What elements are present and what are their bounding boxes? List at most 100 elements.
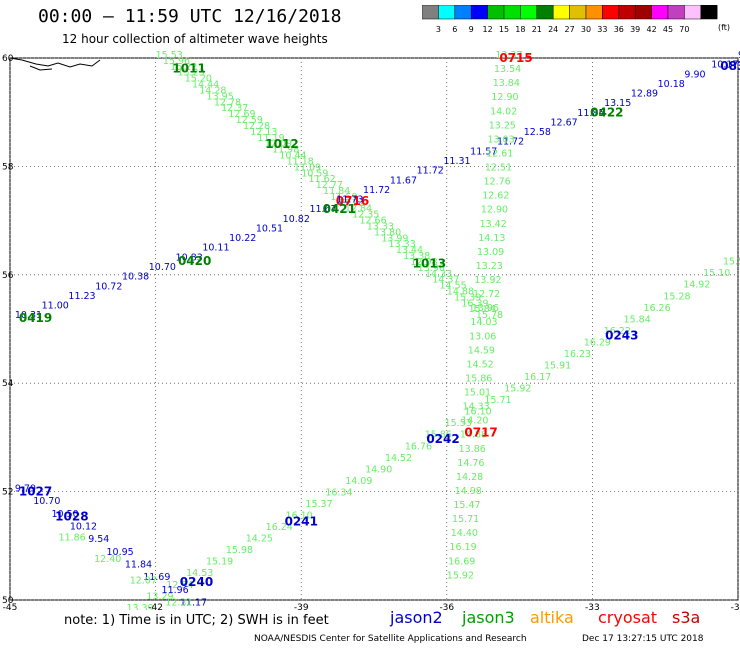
- wave-height-value: 10.70: [149, 262, 176, 273]
- wave-height-value: 15.10: [703, 268, 730, 279]
- wave-height-value: 10.38: [122, 272, 149, 283]
- wave-height-value: 15.96: [163, 56, 190, 67]
- pass-time-label: 0240: [180, 575, 213, 589]
- pass-time-label: 0243: [605, 328, 638, 342]
- wave-height-value: 12.90: [491, 92, 518, 103]
- wave-height-value: 13.80: [374, 227, 401, 238]
- color-scale-bar: 3 6 9 12 15 18 21 24 27 30 33 36 39 42 45 70: [422, 5, 718, 34]
- color-scale-label: 15: [499, 25, 509, 34]
- wave-height-value: 13.37: [495, 50, 522, 61]
- wave-height-value: 11.00: [42, 301, 69, 312]
- wave-height-value: 12.51: [485, 163, 512, 174]
- wave-height-value: 13.42: [480, 219, 507, 230]
- wave-height-value: 15.58: [723, 257, 740, 268]
- legend-s3a: s3a: [672, 608, 701, 627]
- wave-height-value: 15.47: [453, 500, 480, 511]
- wave-height-value: 12.89: [631, 89, 658, 100]
- wave-height-value: 15.86: [465, 373, 492, 384]
- latitude-label: 52: [2, 488, 13, 498]
- wave-height-value: 11.69: [143, 572, 170, 583]
- wave-height-value: 10.59: [301, 168, 328, 179]
- wave-height-value: 11.84: [125, 559, 152, 570]
- wave-height-value: 15.20: [185, 74, 212, 85]
- wave-height-value: 12.72: [473, 289, 500, 300]
- pass-time-label: 0419: [19, 311, 52, 325]
- wave-height-value: 12.58: [524, 127, 551, 138]
- wave-height-value: 14.03: [470, 317, 497, 328]
- pass-time-label: 0242: [426, 432, 459, 446]
- wave-height-value: 11.31: [443, 156, 470, 167]
- wave-height-value: 14.28: [199, 85, 226, 96]
- pass-time-label: 0422: [590, 106, 623, 120]
- color-scale-label: 24: [548, 25, 558, 34]
- wave-height-value: 13.86: [459, 444, 486, 455]
- color-scale-label: 12: [483, 25, 493, 34]
- wave-height-value: 15.92: [504, 384, 531, 395]
- wave-height-value: 15.53: [156, 50, 183, 61]
- wave-height-value: 12.90: [481, 205, 508, 216]
- wave-height-value: 15.39: [454, 292, 481, 303]
- graticule: [9, 57, 739, 601]
- wave-height-value: 11.59: [330, 192, 357, 203]
- credit-line: NOAA/NESDIS Center for Satellite Applica…: [254, 634, 527, 644]
- wave-height-value: 10.83: [176, 252, 203, 263]
- wave-height-value: 14.20: [461, 416, 488, 427]
- color-swatch: [700, 5, 718, 20]
- wave-height-value: 15.01: [464, 388, 491, 399]
- wave-height-value: 13.39: [126, 603, 153, 610]
- wave-height-value: 13.15: [604, 98, 631, 109]
- wave-height-value: 13.54: [494, 64, 521, 75]
- wave-height-value: 12.40: [94, 554, 121, 565]
- pass-time-label: 0421: [323, 202, 356, 216]
- color-scale-label: 36: [614, 25, 624, 34]
- wave-height-value: 10.51: [256, 223, 283, 234]
- wave-height-value: 14.55: [440, 281, 467, 292]
- track-t3: 13.37 13.54 13.84 12.90 14.02 13.25 13.03 12.61…: [447, 50, 533, 581]
- wave-height-value: 9.54: [88, 534, 109, 545]
- pass-time-label: 1013: [413, 257, 446, 271]
- wave-height-value: 11.57: [470, 146, 497, 157]
- color-scale-label: 33: [597, 25, 607, 34]
- wave-height-value: 14.88: [447, 287, 474, 298]
- wave-height-value: 16.69: [448, 556, 475, 567]
- wave-height-value: 13.23: [476, 261, 503, 272]
- wave-height-value: 11.72: [417, 166, 444, 177]
- page-title: 00:00 – 11:59 UTC 12/16/2018: [38, 6, 342, 27]
- generated-timestamp: Dec 17 13:27:15 UTC 2018: [582, 634, 704, 644]
- pass-time-label: 1027: [19, 485, 52, 499]
- wave-height-value: 13.92: [474, 275, 501, 286]
- wave-height-value: 14.28: [456, 472, 483, 483]
- track-t5: 9.7910.7010.5010.129.5410.9511.8411.6911…: [15, 484, 207, 609]
- wave-height-value: 16.29: [584, 337, 611, 348]
- wave-height-value: 11.17: [180, 597, 207, 608]
- wave-height-value: 16.22: [604, 326, 631, 337]
- wave-height-value: 15.91: [544, 361, 571, 372]
- wave-height-value: 10.17: [711, 60, 738, 71]
- track-t2: 10.3111.0011.2310.7210.3810.7010.8310.11…: [15, 50, 740, 325]
- wave-height-value: 11.96: [162, 585, 189, 596]
- satellite-tracks: 15.5315.9615.2215.2315.2014.4414.2813.95…: [15, 50, 740, 610]
- wave-height-value: 14.44: [192, 80, 219, 91]
- wave-height-value: 15.92: [447, 570, 474, 581]
- pass-time-label: 0241: [285, 514, 318, 528]
- wave-height-value: 14.52: [385, 453, 412, 464]
- wave-height-value: 12.09: [265, 139, 292, 150]
- wave-height-value: 12.62: [482, 191, 509, 202]
- greenland-coastline: [9, 57, 101, 71]
- wave-height-value: 11.92: [338, 198, 365, 209]
- wave-height-value: 10.70: [33, 496, 60, 507]
- color-scale-label: 70: [679, 25, 689, 34]
- wave-height-value: 12.67: [551, 117, 578, 128]
- wave-height-value: 16.24: [266, 522, 293, 533]
- pass-time-label: 1012: [265, 137, 298, 151]
- wave-height-value: 13.44: [396, 245, 423, 256]
- wave-height-value: 13.95: [207, 91, 234, 102]
- color-scale-label: 21: [532, 25, 542, 34]
- wave-height-value: 14.25: [246, 534, 273, 545]
- wave-height-value: 10.72: [95, 281, 122, 292]
- wave-height-value: 11.86: [59, 532, 86, 543]
- wave-height-value: 12.77: [316, 180, 343, 191]
- color-scale-label: 39: [630, 25, 640, 34]
- wave-height-value: 12.31: [165, 597, 192, 608]
- wave-height-value: 15.28: [663, 291, 690, 302]
